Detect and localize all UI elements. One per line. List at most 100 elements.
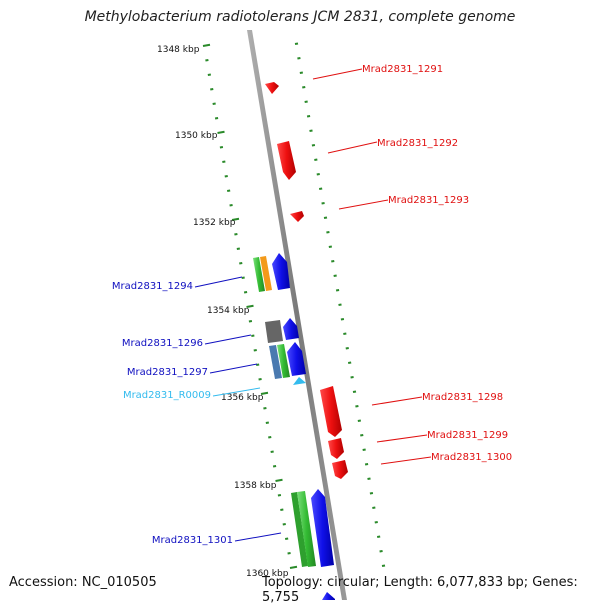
map-title: Methylobacterium radiotolerans JCM 2831,…	[84, 9, 516, 25]
ruler-tick	[314, 158, 318, 161]
accession-text: Accession: NC_010505	[9, 575, 157, 590]
ruler-ticks	[202, 42, 386, 569]
ruler-tick	[311, 143, 316, 147]
ruler-tick	[316, 172, 320, 176]
ruler-tick	[335, 288, 340, 292]
ruler-tick	[272, 464, 277, 468]
gene-Mrad2831_1301[interactable]	[291, 489, 334, 567]
gene-label-Mrad2831_1298[interactable]: Mrad2831_1298	[422, 392, 503, 403]
gene-Mrad2831_1293[interactable]	[290, 211, 304, 222]
ruler-tick	[246, 304, 254, 308]
ruler-tick	[289, 565, 298, 569]
ruler-tick	[352, 390, 357, 393]
ruler-tick	[367, 477, 371, 480]
gene-label-Mrad2831_1296[interactable]: Mrad2831_1296	[122, 338, 203, 349]
ruler-label-1350: 1350 kbp	[175, 131, 218, 141]
genome-summary-text: Topology: circular; Length: 6,077,833 bp…	[262, 575, 578, 605]
ruler-tick	[202, 43, 211, 47]
ruler-tick	[248, 319, 253, 323]
ruler-tick	[260, 391, 269, 395]
ruler-tick	[229, 203, 233, 207]
ruler-tick	[364, 462, 369, 466]
ruler-label-1348: 1348 kbp	[157, 45, 200, 55]
ruler-tick	[210, 87, 214, 91]
ruler-tick	[253, 348, 257, 352]
ruler-tick	[226, 189, 231, 192]
ruler-tick	[270, 450, 274, 453]
ruler-tick	[205, 58, 209, 62]
ruler-tick	[338, 303, 342, 306]
ruler-tick	[345, 346, 349, 350]
ruler-tick	[297, 56, 301, 60]
ruler-tick	[333, 274, 337, 277]
gene-label-Mrad2831_1301[interactable]: Mrad2831_1301	[152, 535, 233, 546]
ruler-tick	[302, 85, 306, 89]
ruler-tick	[299, 71, 304, 74]
gene-Mrad2831_1294[interactable]	[253, 253, 290, 292]
gene-Mrad2831_1296[interactable]	[265, 318, 299, 343]
ruler-tick	[241, 276, 245, 279]
ruler-tick	[376, 535, 381, 538]
ruler-tick	[275, 478, 283, 482]
ruler-tick	[258, 377, 262, 381]
ruler-tick	[343, 332, 347, 335]
ruler-tick	[328, 245, 333, 248]
gene-label-Mrad2831_1293[interactable]: Mrad2831_1293	[388, 195, 469, 206]
ruler-tick	[239, 261, 243, 265]
genome-backbone	[247, 30, 347, 600]
ruler-tick	[294, 42, 299, 45]
ruler-tick	[379, 549, 383, 553]
ruler-tick	[304, 100, 308, 103]
ruler-tick	[280, 508, 284, 511]
ruler-tick	[234, 232, 238, 236]
gene-Mrad2831_1299[interactable]	[328, 438, 344, 459]
ruler-tick	[321, 201, 325, 205]
gene-Mrad2831_1291[interactable]	[265, 82, 279, 94]
gene-label-Mrad2831_1292[interactable]: Mrad2831_1292	[377, 138, 458, 149]
ruler-tick	[282, 522, 286, 526]
ruler-tick	[236, 247, 241, 250]
ruler-label-1352: 1352 kbp	[193, 218, 236, 228]
ruler-tick	[306, 114, 311, 118]
ruler-tick	[217, 130, 225, 134]
gene-label-Mrad2831_1299[interactable]: Mrad2831_1299	[427, 430, 508, 441]
gene-Mrad2831_1292[interactable]	[277, 141, 296, 180]
ruler-tick	[355, 404, 359, 408]
ruler-tick	[265, 421, 270, 424]
gene-label-Mrad2831_1297[interactable]: Mrad2831_1297	[127, 367, 208, 378]
ruler-label-1356: 1356 kbp	[221, 393, 264, 403]
ruler-tick	[374, 520, 378, 524]
gene-label-Mrad2831_1300[interactable]: Mrad2831_1300	[431, 452, 512, 463]
ruler-tick	[357, 419, 362, 422]
ruler-tick	[318, 187, 323, 190]
ruler-label-1358: 1358 kbp	[234, 481, 277, 491]
gene-Mrad2831_R0009[interactable]	[293, 377, 306, 385]
ruler-tick	[277, 493, 282, 497]
ruler-tick	[381, 564, 386, 567]
ruler-tick	[222, 160, 226, 163]
ruler-tick	[372, 506, 376, 509]
gene-label-Mrad2831_1291[interactable]: Mrad2831_1291	[362, 64, 443, 75]
gene-partial-bottom	[322, 592, 335, 600]
ruler-tick	[331, 259, 335, 263]
ruler-tick	[360, 433, 364, 437]
ruler-tick	[214, 116, 219, 120]
gene-label-Mrad2831_R0009[interactable]: Mrad2831_R0009	[123, 390, 211, 401]
ruler-tick	[350, 375, 354, 379]
ruler-tick	[323, 216, 328, 219]
gene-Mrad2831_1298[interactable]	[320, 386, 342, 437]
gene-label-Mrad2831_1294[interactable]: Mrad2831_1294	[112, 281, 193, 292]
ruler-tick	[224, 174, 228, 178]
ruler-tick	[231, 217, 240, 221]
ruler-tick	[340, 317, 345, 321]
gene-Mrad2831_1300[interactable]	[332, 460, 348, 479]
ruler-tick	[207, 73, 212, 76]
ruler-label-1354: 1354 kbp	[207, 306, 250, 316]
ruler-tick	[243, 290, 248, 294]
gene-Mrad2831_1297[interactable]	[269, 342, 306, 379]
ruler-tick	[255, 363, 260, 366]
ruler-tick	[268, 435, 272, 439]
ruler-tick	[326, 230, 330, 234]
ruler-tick	[212, 102, 216, 105]
